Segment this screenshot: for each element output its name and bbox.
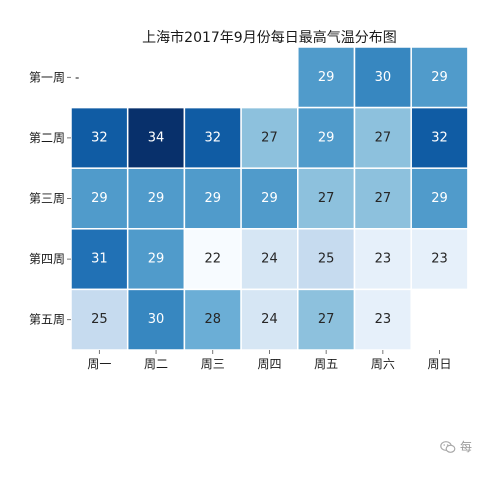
cell-value-label: 34 [148,130,165,145]
cell-value-label: 25 [318,252,335,267]
x-tick-label: 周六 [371,357,395,371]
heatmap-cell [297,106,356,169]
heatmap-cell [410,106,469,169]
heatmap-cell [353,228,412,291]
missing-value-marker: - [75,70,79,84]
cell-value-label: 27 [375,130,392,145]
heatmap-cell [410,228,469,291]
cell-value-label: 27 [318,312,335,327]
x-axis-ticks [98,350,440,354]
cell-value-label: 23 [375,312,392,327]
heatmap-cell [410,167,469,230]
heatmap-cell [297,46,356,109]
cell-value-label: 27 [261,130,278,145]
y-tick-label: 第一周 [29,70,65,84]
cell-value-label: 29 [431,70,448,85]
heatmap-cell [183,288,242,351]
cell-value-label: 25 [91,312,108,327]
heatmap-cell [353,288,412,351]
y-tick-label: 第二周 [29,131,65,145]
cell-value-label: 30 [375,70,392,85]
heatmap-cell [240,228,299,291]
heatmap-cell [297,288,356,351]
cell-value-label: 32 [431,130,448,145]
cell-value-label: 27 [375,191,392,206]
cell-value-label: 23 [375,252,392,267]
cell-value-label: 32 [204,130,221,145]
cell-value-label: 31 [91,252,108,267]
x-tick-label: 周二 [144,357,168,371]
heatmap-cell [353,46,412,109]
cell-value-label: 29 [261,191,278,206]
heatmap-cell [297,228,356,291]
cell-value-label: 27 [318,191,335,206]
cell-value-label: 24 [261,252,278,267]
cell-value-label: 29 [318,70,335,85]
chart-title: 上海市2017年9月份每日最高气温分布图 [142,29,397,46]
y-axis-ticks [67,76,71,321]
y-tick-label: 第四周 [29,252,65,266]
heatmap-cell [183,106,242,169]
x-tick-label: 周五 [314,357,338,371]
cell-value-label: 23 [431,252,448,267]
watermark-text: 每 [459,440,472,454]
x-tick-label: 周三 [201,357,225,371]
x-tick-label: 周日 [428,357,452,371]
watermark: 每 [440,438,472,455]
cell-value-label: 29 [431,191,448,206]
heatmap-cells: 29 30 29 32 34 32 27 29 27 32 29 29 29 29 27 27 29 31 29 22… [70,46,469,351]
cell-value-label: 29 [148,191,165,206]
heatmap-cell [353,167,412,230]
cell-value-label: 22 [204,252,221,267]
x-tick-label: 周一 [87,357,111,371]
y-tick-label: 第三周 [29,192,65,206]
cell-value-label: 32 [91,130,108,145]
y-tick-label: 第五周 [29,313,65,327]
cell-value-label: 24 [261,312,278,327]
x-tick-label: 周四 [257,357,281,371]
wechat-icon [440,440,456,453]
heatmap-cell [126,228,186,291]
heatmap-cell [126,167,186,230]
heatmap-cell [183,228,242,291]
x-axis-labels: 周一 周二 周三 周四 周五 周六 周日 [87,357,451,371]
heatmap-cell [240,288,299,351]
cell-value-label: 29 [318,130,335,145]
cell-value-label: 29 [91,191,108,206]
cell-value-label: 29 [148,252,165,267]
cell-value-label: 28 [204,312,221,327]
cell-value-label: 29 [204,191,221,206]
heatmap-cell [240,167,299,230]
cell-value-label: 30 [148,312,165,327]
